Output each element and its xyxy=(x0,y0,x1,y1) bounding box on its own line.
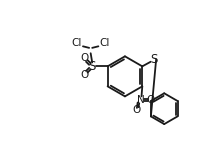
Text: Cl: Cl xyxy=(99,38,110,48)
Text: Cl: Cl xyxy=(72,38,82,48)
Text: O: O xyxy=(80,53,89,63)
Text: S: S xyxy=(89,60,96,73)
Text: S: S xyxy=(150,53,158,66)
Text: O: O xyxy=(133,105,141,115)
Text: O: O xyxy=(147,95,155,105)
Text: N: N xyxy=(137,95,145,105)
Text: O: O xyxy=(80,70,89,80)
